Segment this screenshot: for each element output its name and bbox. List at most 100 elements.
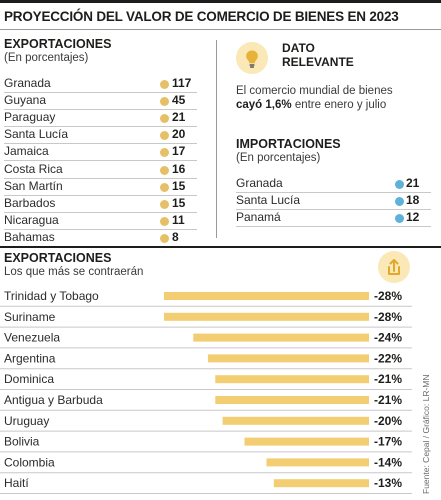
bar-value-label: -21% bbox=[374, 372, 402, 386]
export-separator bbox=[4, 160, 197, 162]
export-country: Nicaragua bbox=[4, 212, 59, 227]
import-row: Granada 21 bbox=[236, 175, 431, 193]
export-row: Jamaica 17 bbox=[4, 143, 197, 162]
import-separator bbox=[236, 192, 431, 193]
export-value: 11 bbox=[172, 212, 185, 227]
bar bbox=[244, 437, 369, 446]
export-separator bbox=[4, 177, 197, 179]
importaciones-heading: IMPORTACIONES bbox=[236, 137, 341, 151]
export-country: Granada bbox=[4, 76, 51, 90]
bar-category-label: Trinidad y Tobago bbox=[4, 289, 99, 303]
export-dot bbox=[160, 131, 169, 141]
import-dot bbox=[395, 197, 404, 207]
contraction-bar-chart: Trinidad y Tobago -28% Suriname -28% Venezue… bbox=[0, 289, 412, 494]
export-value: 20 bbox=[172, 127, 186, 142]
exportaciones-chart-subheading: Los que más se contraerán bbox=[4, 266, 144, 278]
export-row: Santa Lucía 20 bbox=[4, 126, 197, 145]
export-dot bbox=[160, 199, 169, 209]
bar bbox=[215, 375, 369, 384]
export-dot bbox=[160, 97, 169, 107]
export-value: 15 bbox=[172, 195, 186, 210]
export-dot bbox=[160, 80, 169, 89]
dato-title-line2: RELEVANTE bbox=[282, 55, 354, 69]
bar-category-label: Dominica bbox=[4, 372, 54, 386]
bar-value-label: -22% bbox=[374, 351, 402, 365]
export-separator bbox=[4, 228, 197, 230]
export-dot bbox=[160, 165, 169, 175]
export-country: Costa Rica bbox=[4, 161, 63, 176]
exportaciones-subheading: (En porcentajes) bbox=[4, 52, 89, 64]
bar-value-label: -28% bbox=[374, 310, 402, 324]
exportaciones-heading: EXPORTACIONES bbox=[4, 37, 112, 51]
export-country: San Martín bbox=[4, 178, 63, 193]
export-value: 16 bbox=[172, 161, 186, 176]
bar-category-label: Bolivia bbox=[4, 435, 40, 449]
export-row: Nicaragua 11 bbox=[4, 212, 197, 230]
export-separator bbox=[4, 92, 197, 93]
importaciones-subheading: (En porcentajes) bbox=[236, 152, 321, 164]
export-dot bbox=[160, 216, 169, 226]
bar-value-label: -28% bbox=[374, 289, 402, 303]
bar bbox=[164, 292, 369, 300]
import-separator bbox=[236, 226, 431, 228]
dato-text-line1: El comercio mundial de bienes bbox=[236, 85, 393, 97]
import-row: Santa Lucía 18 bbox=[236, 192, 431, 211]
import-country: Panamá bbox=[236, 210, 281, 225]
export-country: Barbados bbox=[4, 195, 56, 210]
export-row: Paraguay 21 bbox=[4, 109, 197, 128]
dato-title: DATO RELEVANTE bbox=[282, 41, 354, 69]
dato-title-line1: DATO bbox=[282, 41, 315, 55]
import-dot bbox=[395, 214, 404, 224]
import-dot bbox=[395, 180, 404, 189]
import-separator bbox=[236, 209, 431, 211]
bar-category-label: Uruguay bbox=[4, 414, 49, 428]
export-value: 8 bbox=[172, 229, 179, 244]
title-rule bbox=[0, 29, 441, 30]
export-row: Costa Rica 16 bbox=[4, 161, 197, 179]
import-value: 21 bbox=[406, 176, 420, 190]
dato-text-highlight: cayó 1,6% bbox=[236, 99, 292, 111]
bar-value-label: -13% bbox=[374, 476, 402, 490]
dato-text-rest: entre enero y julio bbox=[291, 99, 387, 111]
export-country: Santa Lucía bbox=[4, 127, 69, 142]
import-row: Panamá 12 bbox=[236, 209, 431, 228]
export-row: Bahamas 8 bbox=[4, 229, 197, 247]
bar-category-label: Argentina bbox=[4, 351, 56, 365]
export-dot bbox=[160, 233, 169, 243]
page-title: PROYECCIÓN DEL VALOR DE COMERCIO DE BIEN… bbox=[4, 9, 399, 24]
bar-value-label: -24% bbox=[374, 331, 402, 345]
export-separator bbox=[4, 211, 197, 213]
export-row: Guyana 45 bbox=[4, 92, 197, 111]
vertical-divider bbox=[216, 40, 217, 238]
import-country: Santa Lucía bbox=[236, 193, 301, 208]
horizontal-divider bbox=[0, 246, 441, 248]
top-rule bbox=[0, 0, 441, 3]
export-dot bbox=[160, 148, 169, 158]
bar-value-label: -14% bbox=[374, 455, 402, 469]
export-country: Bahamas bbox=[4, 229, 55, 244]
bar-value-label: -20% bbox=[374, 414, 402, 428]
bar-category-label: Haití bbox=[4, 476, 29, 490]
export-separator bbox=[4, 109, 197, 111]
export-separator bbox=[4, 143, 197, 145]
import-country: Granada bbox=[236, 176, 283, 190]
export-country: Guyana bbox=[4, 93, 47, 108]
export-country: Paraguay bbox=[4, 110, 56, 125]
bar bbox=[164, 312, 369, 321]
bar bbox=[266, 458, 369, 467]
import-value: 12 bbox=[406, 210, 420, 225]
bar-category-label: Venezuela bbox=[4, 331, 60, 345]
export-value: 45 bbox=[172, 93, 186, 108]
export-separator bbox=[4, 126, 197, 128]
bar-value-label: -21% bbox=[374, 393, 402, 407]
dato-text-line2: cayó 1,6% entre enero y julio bbox=[236, 98, 431, 112]
export-value: 15 bbox=[172, 178, 186, 193]
export-country: Jamaica bbox=[4, 144, 49, 159]
share-icon[interactable] bbox=[378, 251, 410, 283]
bar bbox=[215, 396, 369, 404]
export-separator bbox=[4, 194, 197, 196]
export-row: San Martín 15 bbox=[4, 178, 197, 196]
bar bbox=[193, 333, 369, 342]
exportaciones-chart-heading: EXPORTACIONES bbox=[4, 251, 112, 265]
source-note: Fuente: Cepal / Gráfico: LR-MN bbox=[421, 374, 431, 494]
